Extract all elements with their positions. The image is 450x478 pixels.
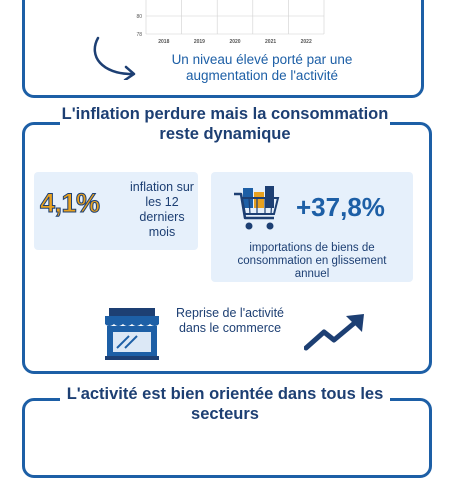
chart-panel (22, 0, 424, 98)
x-tick-label: 2020 (229, 39, 240, 45)
section-title-inflation: L'inflation perdure mais la consommation… (60, 104, 390, 144)
chart-caption: Un niveau élevé porté par une augmentati… (171, 52, 353, 83)
section-title-sectors: L'activité est bien orientée dans tous l… (60, 384, 390, 424)
inflation-value: 4,1% (40, 188, 101, 219)
imports-value: +37,8% (296, 192, 385, 222)
shopping-cart-icon (234, 186, 280, 230)
trend-up-arrow-icon (304, 314, 364, 351)
x-tick-label: 2019 (194, 39, 205, 45)
storefront-icon (105, 308, 159, 360)
chart-svg: 80 78 2018 2019 2020 2021 2022 (136, 0, 325, 45)
inflation-card (34, 172, 198, 250)
x-tick-label: 2021 (265, 39, 276, 45)
commerce-text: Reprise de l'activité dans le commerce (176, 306, 284, 335)
inflation-text: inflation sur les 12 derniers mois (130, 180, 194, 239)
curved-arrow-icon (93, 36, 136, 80)
imports-text: importations de biens de consommation en… (237, 242, 387, 280)
mini-line-chart: 80 78 2018 2019 2020 2021 2022 (128, 0, 328, 45)
y-tick-label: 80 (136, 14, 142, 20)
x-tick-label: 2018 (158, 39, 169, 45)
x-tick-label: 2022 (301, 39, 312, 45)
y-tick-label: 78 (136, 32, 142, 38)
